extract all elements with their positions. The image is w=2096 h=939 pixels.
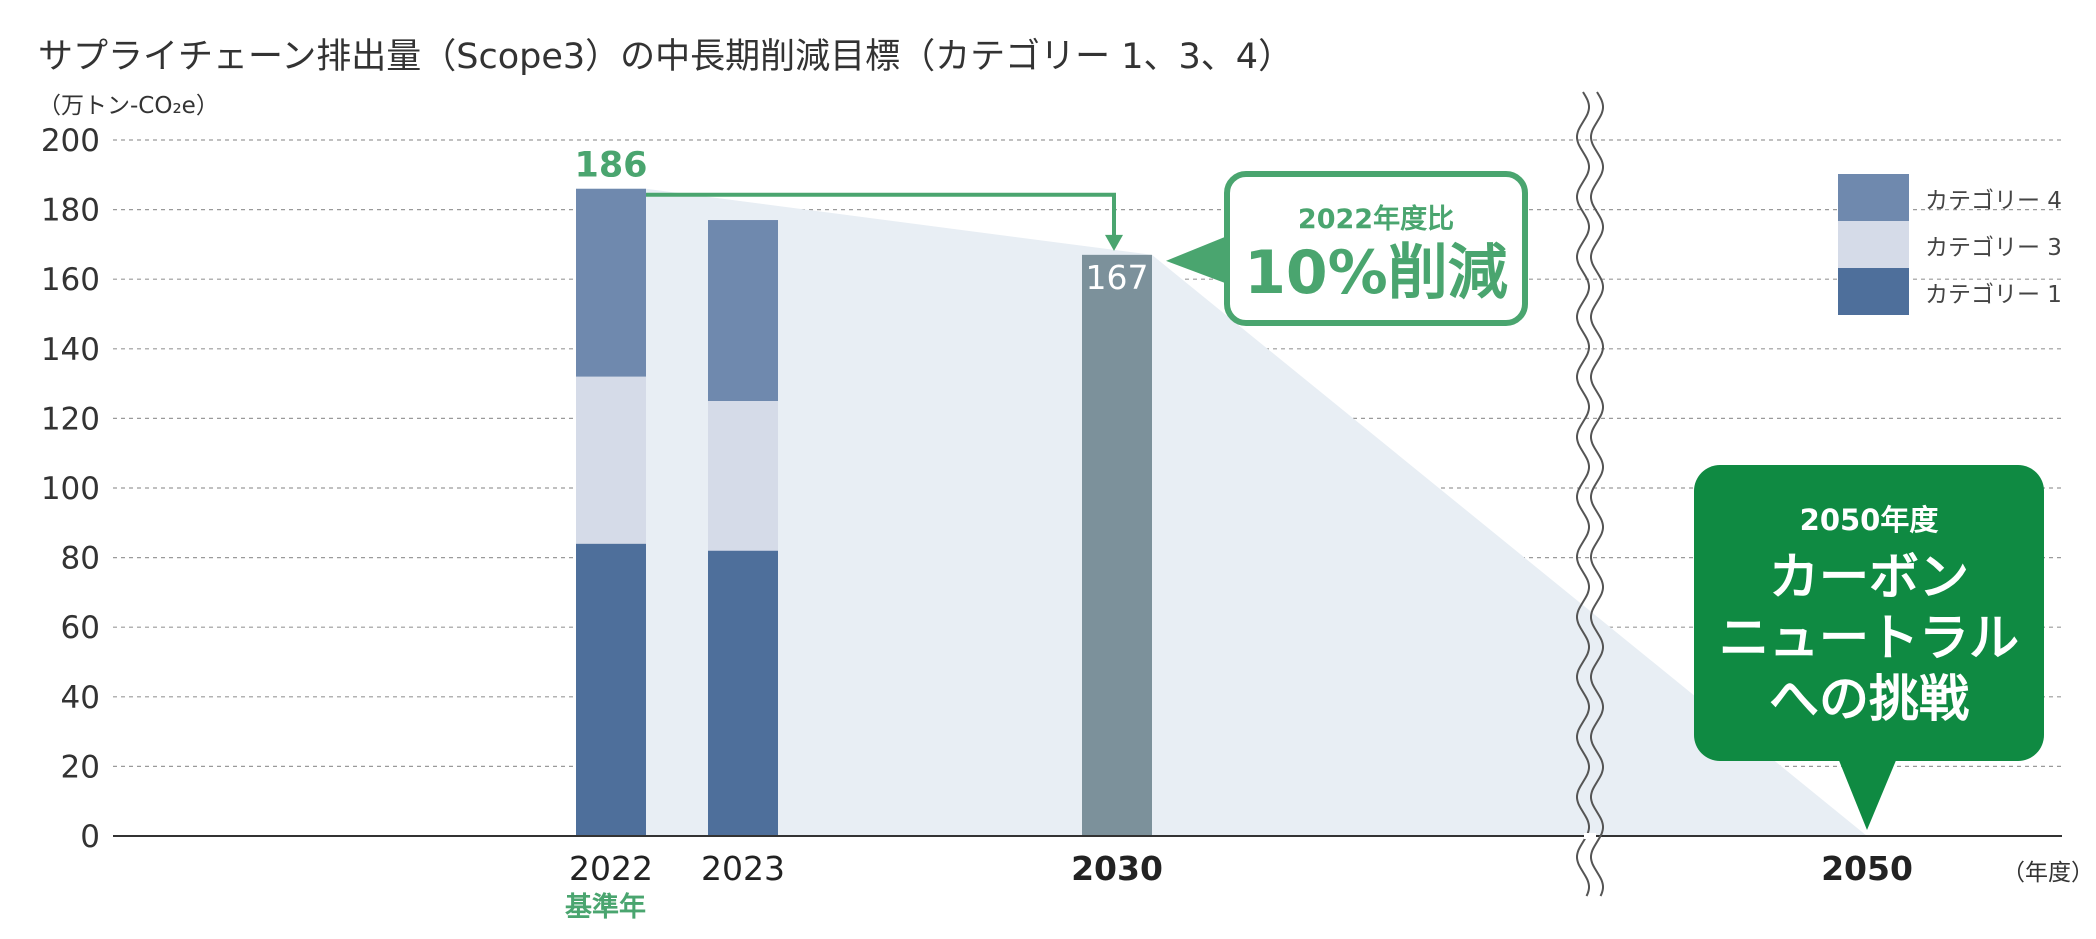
callout-2050-pointer bbox=[1838, 758, 1897, 830]
y-tick-label: 140 bbox=[41, 332, 100, 368]
legend-label-category4: カテゴリー 4 bbox=[1925, 187, 2062, 214]
x-tick-label: 2030 bbox=[1071, 849, 1163, 888]
bar-segment-category3-2023 bbox=[708, 401, 778, 551]
y-tick-label: 80 bbox=[61, 541, 100, 577]
y-tick-label: 100 bbox=[41, 471, 100, 507]
bar-segment-category3-2022 bbox=[576, 376, 646, 544]
callout-2030-pointer bbox=[1166, 234, 1230, 285]
y-tick-label: 200 bbox=[41, 123, 100, 159]
callout-2030-reduction: 2022年度比 10%削減 bbox=[1224, 171, 1528, 326]
x-axis-unit: （年度） bbox=[2002, 860, 2094, 886]
legend-label-category3: カテゴリー 3 bbox=[1925, 234, 2062, 261]
legend-item-category3: カテゴリー 3 bbox=[1838, 221, 2062, 268]
y-tick-label: 40 bbox=[61, 680, 100, 716]
legend: カテゴリー 4 カテゴリー 3 カテゴリー 1 bbox=[1838, 174, 2062, 315]
legend-swatch-category3 bbox=[1838, 221, 1909, 268]
base-year-label: 基準年 bbox=[565, 892, 646, 923]
x-tick-label: 2023 bbox=[701, 849, 785, 888]
legend-label-category1: カテゴリー 1 bbox=[1925, 281, 2062, 308]
reduction-trajectory-area bbox=[646, 188, 1867, 837]
x-tick-label: 2022 bbox=[569, 849, 653, 888]
x-tick-label: 2050 bbox=[1821, 849, 1913, 888]
reduction-area bbox=[646, 188, 1867, 837]
total-label-2030: 167 bbox=[1086, 258, 1149, 297]
y-axis-unit: （万トン-CO₂e） bbox=[38, 93, 219, 119]
chart-title: サプライチェーン排出量（Scope3）の中長期削減目標（カテゴリー 1、3、4） bbox=[38, 37, 1294, 77]
total-label-2022: 186 bbox=[574, 146, 647, 186]
axis-break-line bbox=[1590, 91, 1604, 897]
bars bbox=[576, 188, 1152, 837]
bar-segment-category4-2022 bbox=[576, 188, 646, 377]
bar-segment-category1-2022 bbox=[576, 543, 646, 836]
callout-2050-carbon-neutral: 2050年度 カーボン ニュートラル への挑戦 bbox=[1694, 465, 2044, 761]
legend-item-category1: カテゴリー 1 bbox=[1838, 268, 2062, 315]
reduction-arrow-line bbox=[646, 192, 1116, 237]
bar-segment-category1-2023 bbox=[708, 550, 778, 836]
y-tick-label: 20 bbox=[61, 749, 100, 785]
y-tick-label: 120 bbox=[41, 401, 100, 437]
callout-2050-line: への挑戦 bbox=[1769, 670, 1969, 728]
legend-item-category4: カテゴリー 4 bbox=[1838, 174, 2062, 221]
axis-break-gap bbox=[1584, 833, 1596, 839]
y-tick-label: 60 bbox=[61, 610, 100, 646]
callout-2050-main: カーボン ニュートラル への挑戦 bbox=[1694, 547, 2044, 730]
y-tick-label: 160 bbox=[41, 262, 100, 298]
y-tick-label: 180 bbox=[41, 193, 100, 229]
bar-segment-category4-2023 bbox=[708, 220, 778, 401]
axis-break-line bbox=[1576, 91, 1590, 897]
y-tick-labels: 0 20 40 60 80 100 120 140 160 180 200 bbox=[41, 123, 100, 855]
legend-swatch-category1 bbox=[1838, 268, 1909, 315]
axes bbox=[113, 91, 2062, 897]
callout-2030-sub: 2022年度比 bbox=[1297, 204, 1455, 235]
y-tick-label: 0 bbox=[80, 819, 100, 855]
callout-2050-line: カーボン bbox=[1769, 548, 1969, 606]
callout-2030-main: 10%削減 bbox=[1244, 238, 1508, 308]
x-tick-labels: 2022 2023 2030 2050 bbox=[569, 849, 1913, 888]
callout-2050-sub: 2050年度 bbox=[1799, 503, 1939, 537]
callout-2050-line: ニュートラル bbox=[1719, 609, 2019, 667]
legend-swatch-category4 bbox=[1838, 174, 1909, 221]
reduction-arrow-head bbox=[1105, 234, 1123, 251]
annotations: 186 167 bbox=[574, 146, 1897, 830]
bar-target-2030 bbox=[1082, 254, 1152, 837]
